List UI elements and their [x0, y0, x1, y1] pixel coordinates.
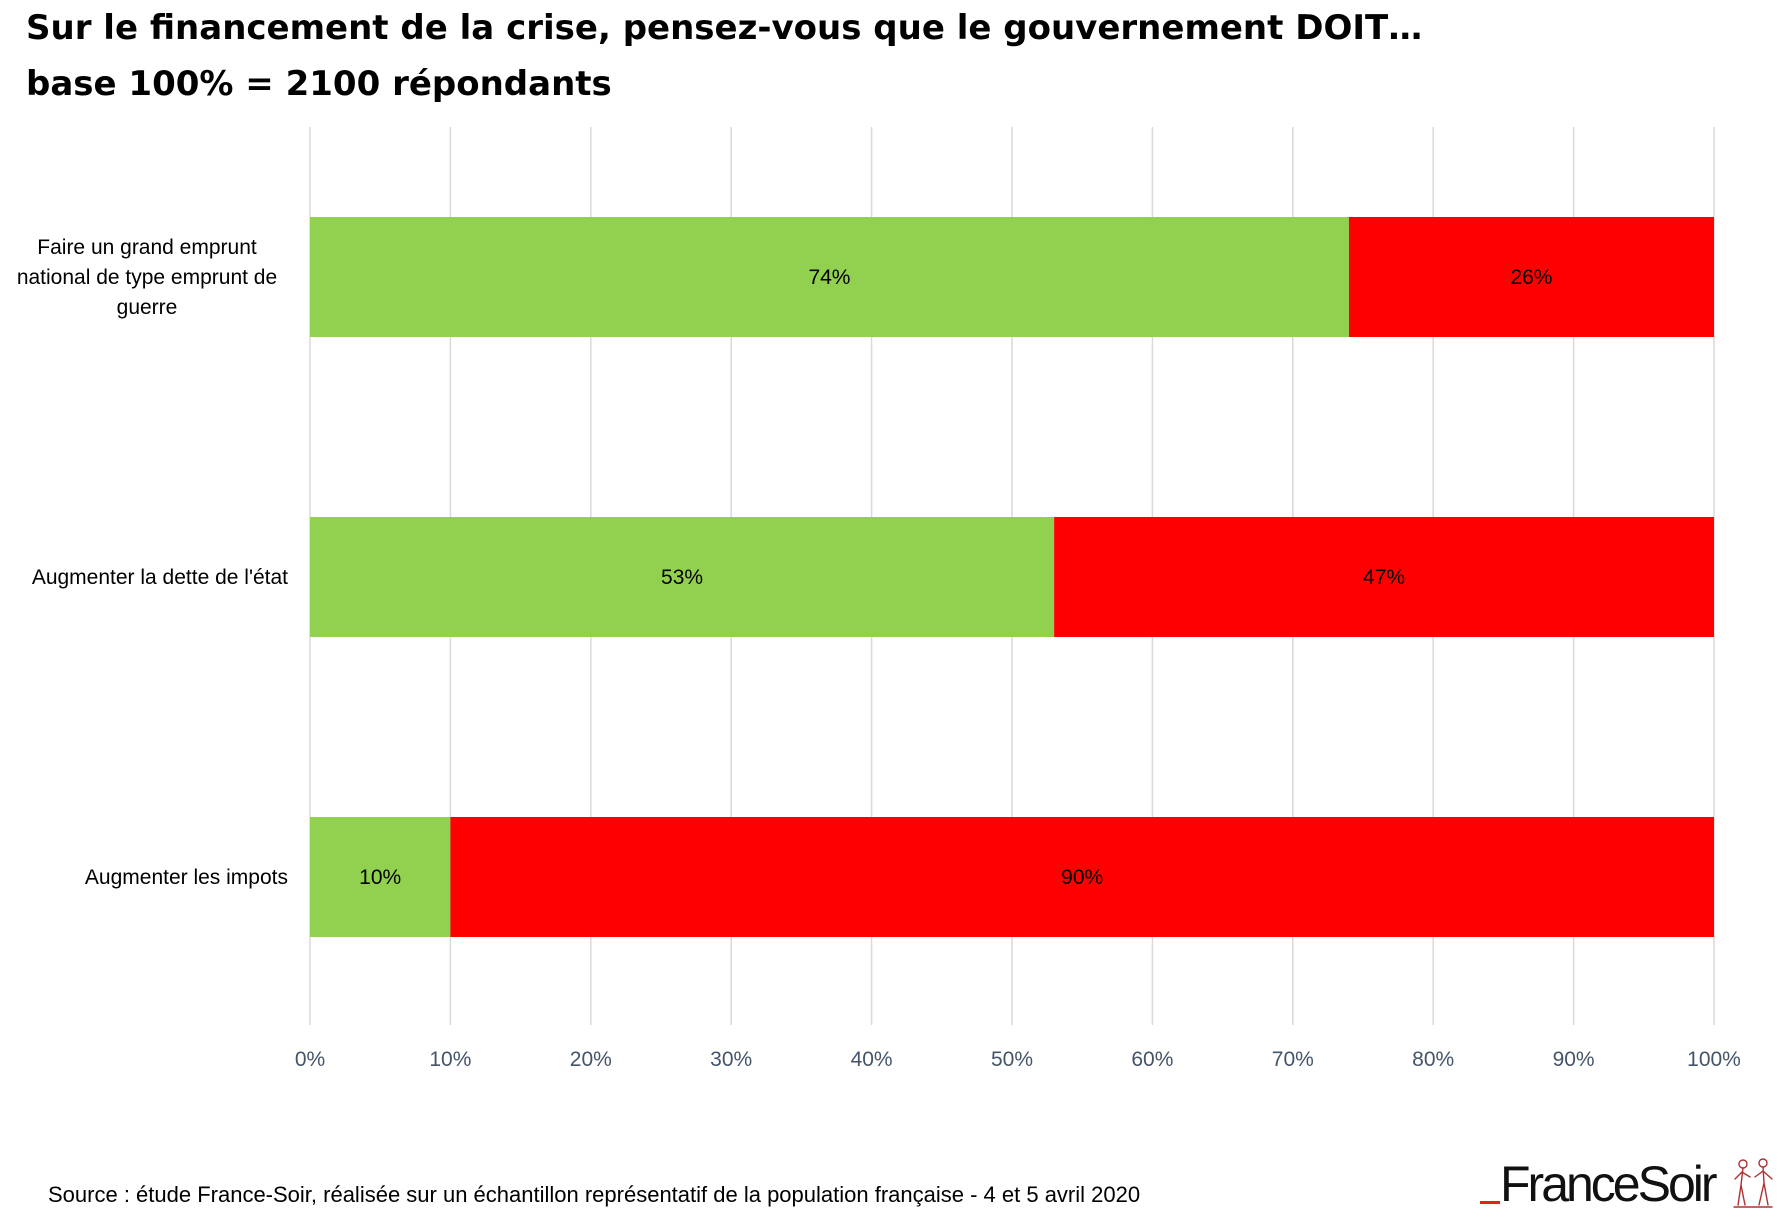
data-label: 53% — [661, 566, 703, 589]
category-label-line: Augmenter la dette de l'état — [32, 566, 288, 589]
logo-wordmark: FranceSoir — [1500, 1156, 1718, 1212]
category-label: Faire un grand emprunt national de type e… — [17, 236, 277, 319]
bar-segment — [310, 817, 451, 937]
x-tick-label: 50% — [991, 1048, 1033, 1071]
bar-segment — [310, 517, 1055, 637]
x-tick-label: 90% — [1553, 1048, 1595, 1071]
bar-segment — [310, 217, 1349, 337]
category-label-line: guerre — [117, 296, 178, 319]
data-label: 74% — [808, 266, 850, 289]
x-tick-label: 0% — [295, 1048, 325, 1071]
category-label: Augmenter la dette de l'état — [32, 566, 288, 589]
x-tick-label: 100% — [1687, 1048, 1741, 1071]
data-label: 10% — [359, 866, 401, 889]
category-labels: Faire un grand emprunt national de type e… — [17, 236, 288, 889]
x-axis-tick-labels: 0% 10% 20% 30% 40% 50% 60% 70% 80% 90% 100% — [295, 1048, 1741, 1071]
x-tick-label: 60% — [1131, 1048, 1173, 1071]
x-tick-label: 30% — [710, 1048, 752, 1071]
category-label: Augmenter les impots — [85, 866, 288, 889]
x-tick-label: 20% — [570, 1048, 612, 1071]
category-label-line: Augmenter les impots — [85, 866, 288, 889]
x-tick-label: 80% — [1412, 1048, 1454, 1071]
x-tick-label: 70% — [1272, 1048, 1314, 1071]
logo-accent-dash — [1480, 1201, 1500, 1204]
data-labels: 74% 26% 53% 47% 10% 90% — [359, 266, 1552, 889]
data-label: 47% — [1363, 566, 1405, 589]
data-label: 26% — [1510, 266, 1552, 289]
bar-segment — [450, 817, 1714, 937]
category-label-line: national de type emprunt de — [17, 266, 277, 289]
source-note: Source : étude France-Soir, réalisée sur… — [48, 1182, 1141, 1207]
chart-title-line: Sur le financement de la crise, pensez-v… — [26, 8, 1423, 48]
bar-segment — [1348, 217, 1714, 337]
francesoir-logo: FranceSoir — [1478, 1155, 1778, 1215]
logo-figures-icon — [1733, 1158, 1773, 1208]
x-tick-label: 10% — [429, 1048, 471, 1071]
category-label-line: Faire un grand emprunt — [37, 236, 257, 259]
bar-segment — [1054, 517, 1714, 637]
bars — [310, 217, 1714, 937]
chart-subtitle: base 100% = 2100 répondants — [26, 64, 612, 104]
x-tick-label: 40% — [851, 1048, 893, 1071]
data-label: 90% — [1061, 866, 1103, 889]
chart-title: Sur le financement de la crise, pensez-v… — [26, 0, 1726, 112]
